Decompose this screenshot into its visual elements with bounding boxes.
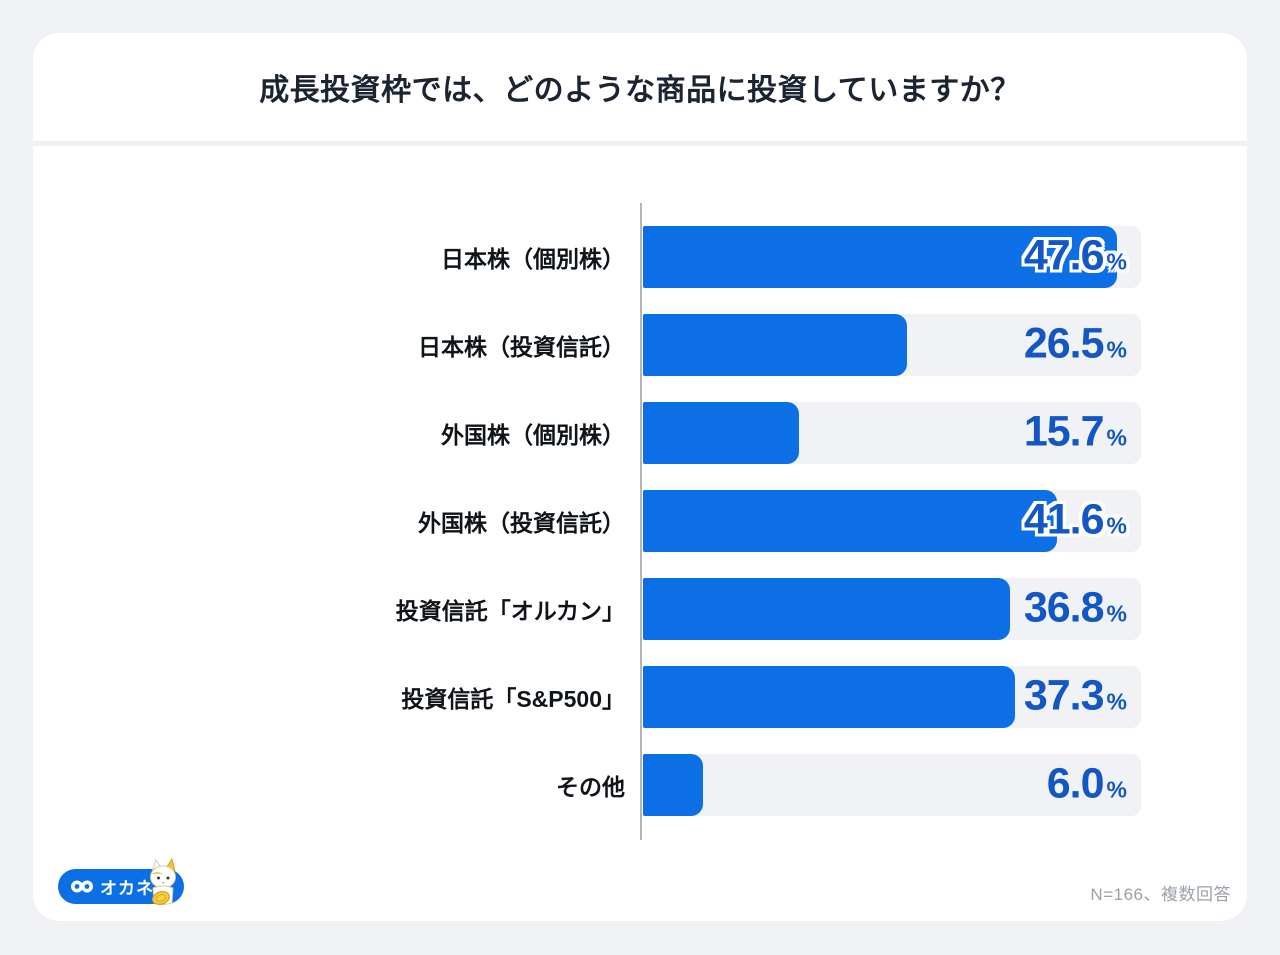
- okaneko-cat-mascot-icon: [150, 858, 176, 905]
- percent-sign: %: [1106, 688, 1127, 715]
- bar-track: 41.6%: [643, 490, 1141, 552]
- value-label: 47.6%: [1023, 231, 1127, 280]
- chart-rows: 日本株（個別株） 47.6% 日本株（投資信託） 26.5% 外国株（個別株） 15.7%…: [33, 226, 1247, 816]
- chart-row: その他 6.0%: [33, 754, 1247, 816]
- bar-track: 47.6%: [643, 226, 1141, 288]
- bar: [643, 490, 1058, 552]
- bar: [643, 578, 1010, 640]
- bar: [643, 226, 1118, 288]
- value-number: 26.5: [1023, 319, 1105, 368]
- chart-row: 日本株（投資信託） 26.5%: [33, 314, 1247, 376]
- bar-track: 36.8%: [643, 578, 1141, 640]
- bar: [643, 754, 703, 816]
- value-number: 6.0: [1046, 759, 1105, 808]
- value-number: 37.3: [1023, 671, 1105, 720]
- percent-sign: %: [1106, 512, 1127, 539]
- bar: [643, 666, 1015, 728]
- bar-track: 26.5%: [643, 314, 1141, 376]
- chart-row: 日本株（個別株） 47.6%: [33, 226, 1247, 288]
- value-label: 15.7%: [1023, 407, 1127, 456]
- chart-card: 成長投資枠では、どのような商品に投資していますか？ 日本株（個別株） 47.6% 日…: [33, 33, 1247, 921]
- okaneko-logo: オカネコ: [58, 858, 184, 905]
- category-label: その他: [556, 774, 625, 800]
- category-label: 外国株（個別株）: [441, 422, 625, 448]
- percent-sign: %: [1106, 424, 1127, 451]
- chart-row: 投資信託「S&P500」 37.3%: [33, 666, 1247, 728]
- value-label: 41.6%: [1023, 495, 1127, 544]
- category-label: 投資信託「S&P500」: [401, 686, 625, 712]
- value-number: 15.7: [1023, 407, 1105, 456]
- percent-sign: %: [1106, 248, 1127, 275]
- chart-row: 外国株（投資信託） 41.6%: [33, 490, 1247, 552]
- value-number: 47.6: [1023, 231, 1105, 280]
- category-label: 日本株（個別株）: [441, 246, 625, 272]
- category-label: 投資信託「オルカン」: [395, 598, 625, 624]
- chart-header: 成長投資枠では、どのような商品に投資していますか？: [33, 33, 1247, 141]
- chart-row: 投資信託「オルカン」 36.8%: [33, 578, 1247, 640]
- bar: [643, 314, 907, 376]
- percent-sign: %: [1106, 336, 1127, 363]
- bar-chart: 日本株（個別株） 47.6% 日本株（投資信託） 26.5% 外国株（個別株） 15.7%…: [33, 203, 1247, 840]
- category-label: 日本株（投資信託）: [418, 334, 625, 360]
- percent-sign: %: [1106, 600, 1127, 627]
- category-label: 外国株（投資信託）: [418, 510, 625, 536]
- page-title: 成長投資枠では、どのような商品に投資していますか？: [259, 74, 1021, 107]
- sample-size-note: N=166、複数回答: [1090, 885, 1231, 904]
- header-divider: [33, 141, 1247, 146]
- value-label: 6.0%: [1046, 759, 1127, 808]
- y-axis-line: [640, 203, 642, 840]
- value-label: 26.5%: [1023, 319, 1127, 368]
- value-number: 36.8: [1023, 583, 1105, 632]
- percent-sign: %: [1106, 776, 1127, 803]
- infinity-logo-icon: [71, 880, 93, 893]
- bar-track: 6.0%: [643, 754, 1141, 816]
- value-number: 41.6: [1023, 495, 1105, 544]
- bar: [643, 402, 800, 464]
- bar-track: 37.3%: [643, 666, 1141, 728]
- value-label: 37.3%: [1023, 671, 1127, 720]
- bar-track: 15.7%: [643, 402, 1141, 464]
- chart-row: 外国株（個別株） 15.7%: [33, 402, 1247, 464]
- value-label: 36.8%: [1023, 583, 1127, 632]
